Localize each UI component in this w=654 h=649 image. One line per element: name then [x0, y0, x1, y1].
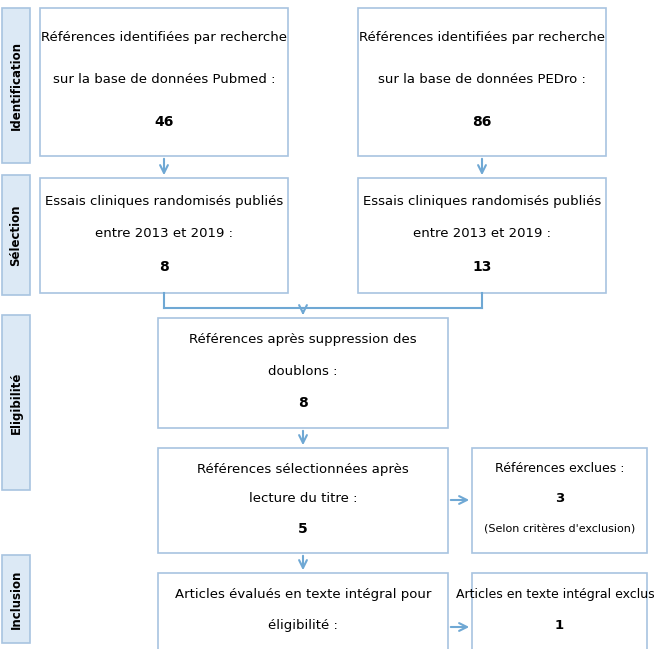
Text: Articles en texte intégral exclus :: Articles en texte intégral exclus :	[456, 588, 654, 601]
Bar	[158, 448, 448, 553]
Bar	[158, 573, 448, 649]
Text: Références après suppression des: Références après suppression des	[189, 334, 417, 347]
Text: Références identifiées par recherche: Références identifiées par recherche	[41, 31, 287, 44]
Bar	[2, 315, 30, 490]
Text: Essais cliniques randomisés publiés: Essais cliniques randomisés publiés	[363, 195, 601, 208]
Bar	[2, 8, 30, 163]
Text: Sélection: Sélection	[10, 204, 22, 265]
Text: Références identifiées par recherche: Références identifiées par recherche	[359, 31, 605, 44]
Text: entre 2013 et 2019 :: entre 2013 et 2019 :	[95, 227, 233, 240]
Text: lecture du titre :: lecture du titre :	[249, 493, 357, 506]
Bar	[40, 178, 288, 293]
Text: 13: 13	[472, 260, 492, 274]
Text: 46: 46	[154, 115, 174, 129]
Text: Identification: Identification	[10, 41, 22, 130]
Bar	[2, 555, 30, 643]
Text: entre 2013 et 2019 :: entre 2013 et 2019 :	[413, 227, 551, 240]
Text: 8: 8	[159, 260, 169, 274]
Bar	[158, 318, 448, 428]
Text: sur la base de données Pubmed :: sur la base de données Pubmed :	[53, 73, 275, 86]
Text: Essais cliniques randomisés publiés: Essais cliniques randomisés publiés	[45, 195, 283, 208]
Bar	[40, 8, 288, 156]
Text: 3: 3	[555, 493, 564, 506]
Text: Eligibilité: Eligibilité	[10, 371, 22, 434]
Bar	[472, 448, 647, 553]
Text: sur la base de données PEDro :: sur la base de données PEDro :	[378, 73, 586, 86]
Bar	[472, 573, 647, 649]
Text: 5: 5	[298, 522, 308, 536]
Text: Inclusion: Inclusion	[10, 569, 22, 629]
Text: éligibilité :: éligibilité :	[268, 619, 338, 632]
Text: (Selon critères d'exclusion): (Selon critères d'exclusion)	[484, 524, 635, 534]
Text: doublons :: doublons :	[268, 365, 337, 378]
Text: 86: 86	[472, 115, 492, 129]
Text: Références exclues :: Références exclues :	[494, 463, 625, 476]
Bar	[2, 175, 30, 295]
Bar	[358, 178, 606, 293]
Bar	[358, 8, 606, 156]
Text: Articles évalués en texte intégral pour: Articles évalués en texte intégral pour	[175, 588, 431, 601]
Text: 8: 8	[298, 396, 308, 410]
Text: Références sélectionnées après: Références sélectionnées après	[197, 463, 409, 476]
Text: 1: 1	[555, 619, 564, 632]
